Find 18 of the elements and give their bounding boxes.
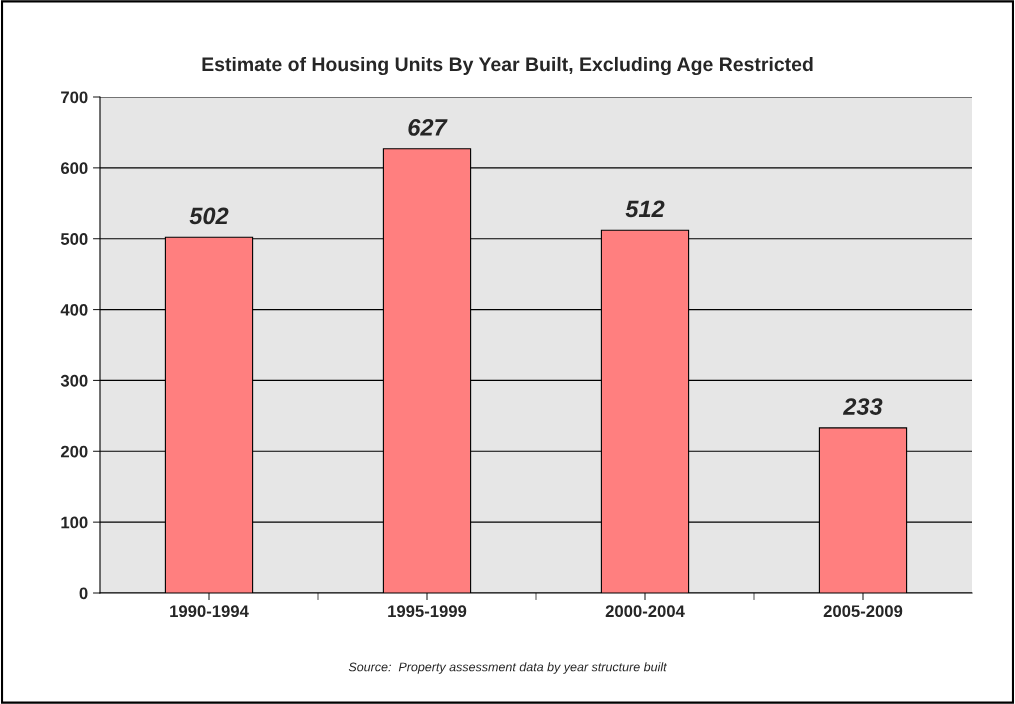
- x-tick-label: 2000-2004: [605, 605, 685, 618]
- source-note: Source: Property assessment data by year structure built: [348, 662, 668, 674]
- y-tick-label: 400: [60, 303, 88, 316]
- data-label: 502: [189, 207, 229, 225]
- y-tick-label: 200: [60, 445, 88, 458]
- y-tick-label: 600: [61, 162, 88, 175]
- y-tick-label: 100: [61, 516, 88, 529]
- data-label: 233: [842, 398, 883, 415]
- x-tick-label: 1990-1994: [170, 605, 249, 618]
- data-label: 512: [625, 200, 665, 218]
- data-label: 627: [408, 119, 448, 136]
- y-tick-label: 0: [79, 587, 88, 600]
- x-tick-label: 1995-1999: [388, 605, 467, 618]
- chart-title: Estimate of Housing Units By Year Built, Excluding Age Restricted: [202, 56, 813, 76]
- y-tick-label: 700: [61, 91, 88, 104]
- x-tick-label: 2005-2009: [823, 605, 903, 618]
- y-tick-label: 500: [60, 233, 88, 245]
- y-tick-label: 300: [60, 374, 88, 387]
